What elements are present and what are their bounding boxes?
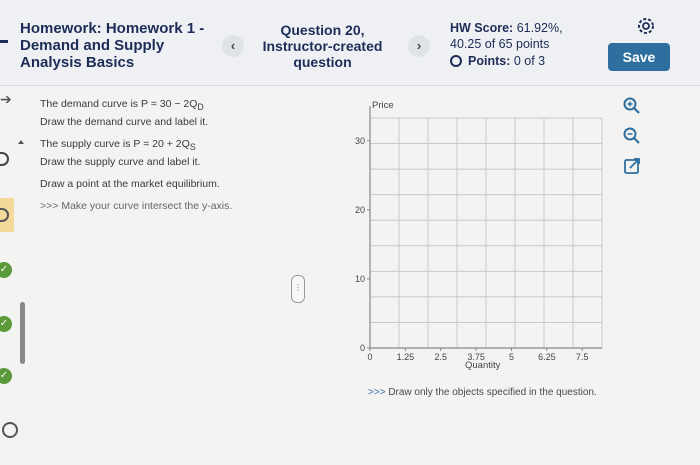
supply-equation: The supply curve is P = 20 + 2Q [40, 138, 190, 151]
partial-circle-icon [0, 208, 9, 222]
x-tick-label: 6.25 [538, 352, 556, 362]
hw-score-value: 61.92%, [516, 21, 563, 35]
partial-circle-icon[interactable] [0, 152, 9, 166]
bottom-instruction: >>> Draw only the objects specified in t… [368, 387, 597, 398]
hw-score-label: HW Score: [450, 21, 514, 35]
x-tick-label: 0 [367, 352, 372, 362]
points-status-icon [450, 55, 462, 67]
bottom-text: Draw only the objects specified in the q… [388, 387, 597, 398]
supply-instruction: Draw the supply curve and label it. [40, 156, 201, 169]
x-tick-label: 7.5 [576, 352, 589, 362]
y-tick-label: 30 [355, 136, 365, 146]
check-icon[interactable]: ✓ [0, 316, 12, 332]
x-tick-label: 1.25 [397, 352, 415, 362]
graph-area[interactable]: Price Quantity 0 10 20 30 0 1.25 2.5 3.75 5 6.25… [330, 92, 620, 382]
arrow-right-icon[interactable]: ➔ [0, 91, 12, 107]
check-icon[interactable]: ✓ [0, 262, 12, 278]
points-label: Points: [468, 54, 511, 68]
assignment-title: Homework: Homework 1 - Demand and Supply… [20, 20, 205, 71]
open-circle-icon[interactable] [2, 422, 18, 438]
question-header: Homework: Homework 1 - Demand and Supply… [0, 0, 700, 86]
equilibrium-instruction: Draw a point at the market equilibrium. [40, 178, 220, 191]
hint-prefix: >>> [40, 200, 59, 213]
x-tick-label: 2.5 [434, 352, 447, 362]
save-button[interactable]: Save [608, 43, 670, 71]
x-tick-labels: 0 1.25 2.5 3.75 5 6.25 7.5 [367, 348, 588, 362]
y-tick-label: 10 [355, 274, 365, 284]
hint-body: Make your curve intersect the y-axis. [61, 200, 233, 213]
question-list-rail: ➔ ✓ ✓ ✓ [0, 86, 14, 465]
current-question-marker[interactable] [0, 198, 14, 232]
y-tick-label: 20 [355, 205, 365, 215]
next-question-button[interactable]: › [408, 35, 430, 57]
points-row: Points: 0 of 3 [450, 53, 610, 69]
previous-question-button[interactable]: ‹ [222, 35, 244, 57]
bottom-prefix: >>> [368, 387, 386, 398]
y-axis-label: Price [372, 100, 394, 111]
demand-equation: The demand curve is P = 30 − 2Q [40, 98, 198, 110]
check-icon[interactable]: ✓ [0, 368, 12, 384]
gear-icon[interactable] [636, 16, 656, 36]
demand-instruction: Draw the demand curve and label it. [40, 116, 209, 129]
points-value: 0 of 3 [513, 54, 546, 68]
question-title[interactable]: Question 20, Instructor-created question [262, 22, 383, 70]
x-tick-label: 5 [509, 352, 514, 362]
demand-subscript: D [197, 102, 204, 113]
supply-subscript: S [189, 142, 196, 153]
menu-tick[interactable] [0, 40, 8, 43]
x-axis-label: Quantity [465, 360, 501, 371]
question-text: The demand curve is P = 30 − 2QD Draw th… [40, 97, 280, 214]
y-tick-labels: 0 10 20 30 [355, 136, 370, 353]
pane-resize-handle[interactable]: ⋮ [291, 275, 305, 303]
open-external-icon[interactable] [622, 156, 642, 176]
graph-toolbar [622, 96, 646, 186]
zoom-out-icon[interactable] [622, 126, 642, 146]
caret-up-icon [18, 140, 24, 144]
hint-text: >>> Make your curve intersect the y-axis… [40, 199, 280, 214]
x-tick-label: 3.75 [467, 352, 485, 362]
zoom-in-icon[interactable] [622, 96, 642, 116]
y-tick-label: 0 [360, 343, 365, 353]
graph-grid [369, 106, 603, 349]
scrollbar-thumb[interactable] [20, 302, 25, 364]
points-total: 40.25 of 65 points [450, 37, 550, 51]
score-panel: HW Score: 61.92%, 40.25 of 65 points Poi… [450, 20, 610, 69]
